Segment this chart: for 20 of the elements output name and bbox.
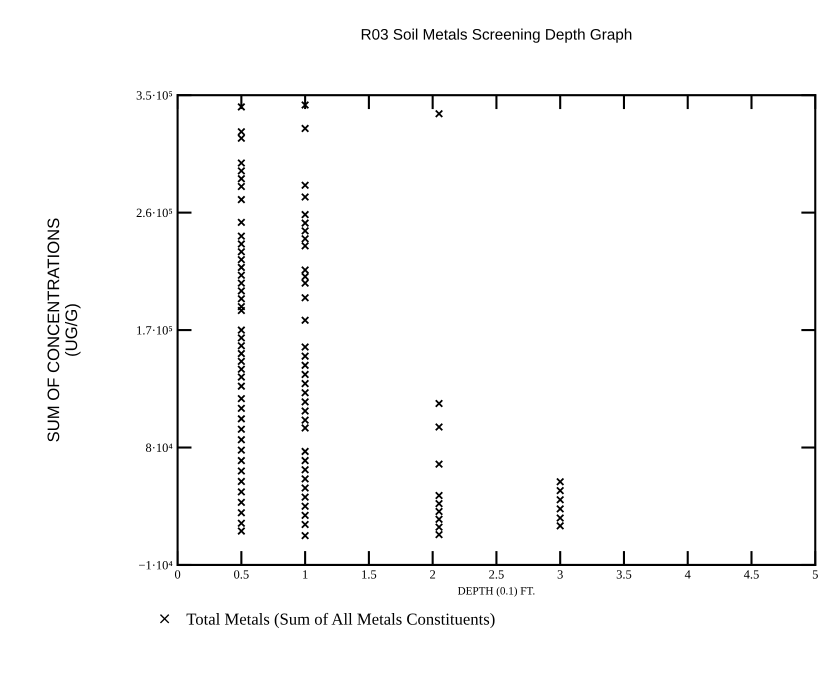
y-tick-label: 8·10⁴ bbox=[146, 444, 172, 452]
x-tick-label: 0.5 bbox=[234, 570, 249, 579]
x-tick-label: 0 bbox=[174, 570, 180, 579]
x-tick-label: 1.5 bbox=[362, 570, 376, 579]
x-tick-label: 3 bbox=[558, 570, 563, 579]
x-tick-label: 4.5 bbox=[744, 570, 759, 579]
legend-label: Total Metals (Sum of All Metals Constituents) bbox=[186, 612, 495, 628]
y-tick-label: 1.7·10⁵ bbox=[137, 326, 172, 335]
x-tick-label: 5 bbox=[812, 570, 818, 579]
x-tick-label: 4 bbox=[684, 570, 691, 579]
x-tick-label: 3.5 bbox=[616, 570, 632, 579]
x-axis-title: DEPTH (0.1) FT. bbox=[458, 586, 534, 597]
x-tick-label: 2 bbox=[430, 570, 436, 579]
x-tick-label: 2.5 bbox=[489, 570, 504, 579]
y-tick-label: 3.5·10⁵ bbox=[136, 91, 172, 100]
y-tick-label: 2.6·10⁵ bbox=[136, 208, 172, 218]
y-axis-title: SUM OF CONCENTRATIONS (UG/G) bbox=[47, 218, 81, 442]
x-tick-label: 1 bbox=[303, 570, 308, 579]
chart-title: R03 Soil Metals Screening Depth Graph bbox=[362, 28, 632, 43]
y-tick-label: −1·10⁴ bbox=[139, 561, 172, 570]
